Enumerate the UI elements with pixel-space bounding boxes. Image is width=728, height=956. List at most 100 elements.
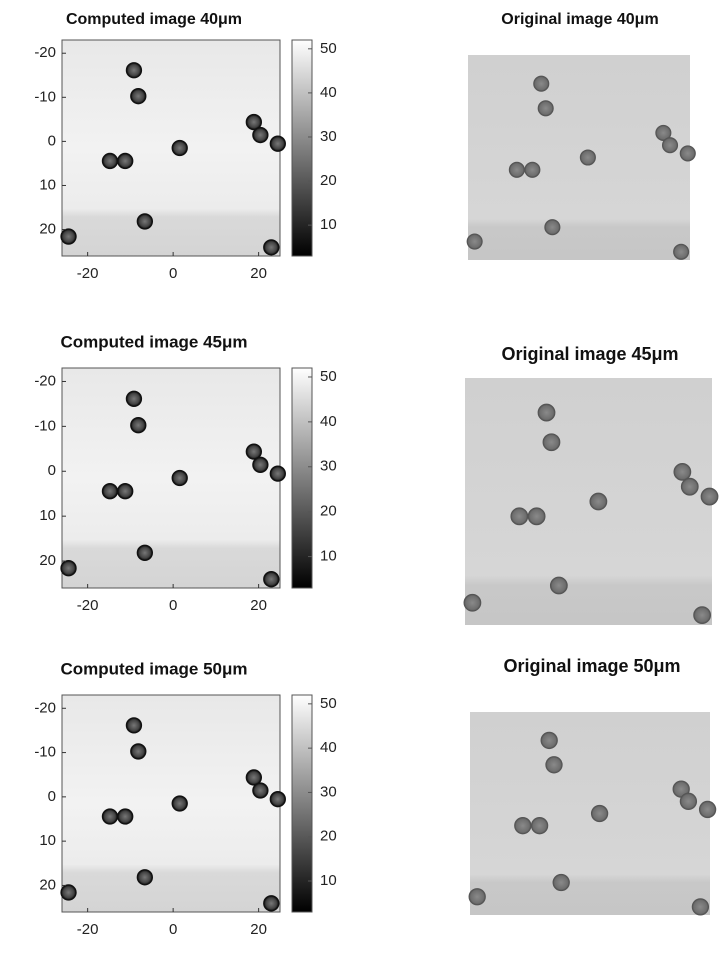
image [61, 694, 281, 913]
particle [466, 233, 483, 250]
particle [117, 152, 134, 170]
particle [530, 817, 549, 835]
particle [679, 145, 696, 162]
particle [655, 124, 672, 141]
y-tick-label: -10 [34, 744, 56, 761]
particle [171, 139, 188, 157]
x-tick-label: 0 [169, 921, 177, 938]
x-tick-label: -20 [77, 921, 99, 938]
particle [537, 100, 554, 117]
colorbar-tick-label: 20 [320, 503, 337, 520]
particle [101, 808, 119, 825]
particle [269, 465, 286, 482]
particle [540, 731, 558, 750]
particle [691, 898, 710, 916]
particle [245, 443, 263, 460]
particle [101, 483, 119, 500]
particle [514, 817, 532, 835]
particle [136, 544, 154, 561]
colorbar-tick-label: 40 [320, 84, 337, 101]
original-panel: Original image 40μm [466, 11, 696, 260]
y-tick-label: 20 [39, 552, 56, 569]
computed-panel: Computed image 50μm -20 0 20 -20 -10 0 10 20 50 40… [34, 659, 336, 937]
colorbar-tick-label: 40 [320, 739, 337, 756]
particle [60, 560, 77, 577]
x-tick-label: 0 [169, 597, 177, 614]
colorbar-tick-label: 10 [320, 216, 337, 233]
particle [679, 792, 698, 810]
y-tick-label: 20 [39, 221, 56, 238]
particle [468, 888, 486, 906]
colorbar-tick-label: 50 [320, 695, 337, 712]
particle [101, 152, 119, 170]
particle [524, 161, 541, 178]
particle [130, 87, 147, 105]
particle [545, 756, 563, 774]
x-tick-label: 20 [250, 597, 267, 614]
particle [130, 743, 147, 760]
particle [136, 213, 154, 230]
y-tick-label: 20 [39, 876, 56, 893]
particle [542, 433, 561, 452]
particle [590, 804, 609, 823]
particle [673, 243, 690, 260]
colorbar [291, 694, 313, 913]
colorbar [291, 367, 313, 589]
particle [130, 417, 147, 434]
particle [245, 769, 263, 786]
particle [537, 403, 556, 422]
panel-title: Original image 45μm [501, 344, 678, 364]
y-tick-label: 0 [48, 788, 56, 805]
x-tick-label: -20 [77, 597, 99, 614]
y-tick-label: -20 [34, 44, 56, 61]
image [470, 712, 710, 915]
particle [269, 135, 286, 152]
y-tick-label: 10 [39, 832, 56, 849]
panel-title: Computed image 45μm [60, 332, 247, 351]
x-tick-label: -20 [77, 265, 99, 282]
y-tick-label: 10 [39, 507, 56, 524]
panel-title: Original image 50μm [503, 656, 680, 676]
particle [125, 390, 143, 407]
y-tick-label: -10 [34, 88, 56, 105]
colorbar-tick-label: 20 [320, 172, 337, 189]
x-tick-label: 0 [169, 265, 177, 282]
particle [533, 75, 550, 92]
particle [269, 790, 286, 808]
particle [661, 137, 679, 154]
y-tick-label: 10 [39, 176, 56, 193]
image [468, 55, 690, 260]
particle [579, 149, 596, 166]
panel-title: Computed image 40μm [66, 11, 242, 28]
particle [171, 795, 188, 812]
colorbar-tick-label: 10 [320, 872, 337, 889]
particle [245, 113, 263, 131]
particle [698, 800, 717, 819]
colorbar-tick-label: 10 [320, 548, 337, 565]
panel-title: Computed image 50μm [60, 659, 247, 678]
image [61, 367, 281, 589]
particle [171, 469, 188, 487]
particle [252, 456, 269, 473]
original-panel: Original image 45μm [463, 344, 719, 625]
particle [263, 895, 280, 912]
particle [263, 239, 280, 256]
particle [252, 126, 269, 144]
colorbar [291, 39, 313, 257]
colorbar-tick-label: 50 [320, 368, 337, 385]
colorbar-tick-label: 50 [320, 40, 337, 57]
particle [527, 507, 546, 526]
y-tick-label: -10 [34, 417, 56, 434]
y-tick-label: 0 [48, 132, 56, 149]
colorbar-tick-label: 30 [320, 458, 337, 475]
x-tick-label: 20 [250, 921, 267, 938]
colorbar-tick-label: 30 [320, 783, 337, 800]
particle [693, 606, 712, 625]
image [61, 39, 281, 257]
colorbar-tick-label: 20 [320, 828, 337, 845]
particle [544, 219, 561, 236]
particle [117, 808, 134, 825]
particle [463, 593, 482, 612]
colorbar-tick-label: 40 [320, 413, 337, 430]
particle [136, 869, 154, 886]
